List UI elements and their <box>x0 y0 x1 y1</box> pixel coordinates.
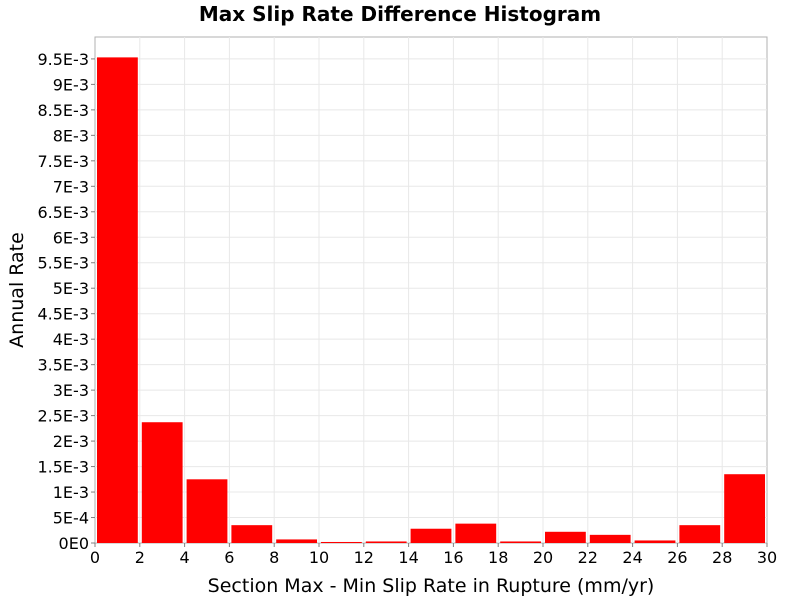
y-tick-label: 3E-3 <box>53 381 89 400</box>
x-tick-label: 2 <box>135 548 145 567</box>
histogram-bar-0-2 <box>97 57 138 543</box>
chart-title: Max Slip Rate Difference Histogram <box>198 2 602 26</box>
x-axis-ticks: 0 2 4 6 8 10 12 14 16 18 20 22 24 26 28 30 <box>90 543 777 567</box>
x-tick-label: 18 <box>488 548 508 567</box>
x-tick-label: 22 <box>578 548 598 567</box>
x-tick-label: 8 <box>269 548 279 567</box>
y-tick-label: 8.5E-3 <box>37 101 89 120</box>
x-tick-label: 26 <box>667 548 687 567</box>
histogram-bar-6-8 <box>231 525 273 543</box>
y-tick-label: 2E-3 <box>53 432 89 451</box>
histogram-bar-10-12 <box>321 541 362 543</box>
y-tick-label: 1E-3 <box>53 483 89 502</box>
x-tick-label: 14 <box>398 548 418 567</box>
histogram-bar-20-22 <box>545 531 586 543</box>
y-tick-label: 9E-3 <box>53 75 89 94</box>
x-tick-label: 30 <box>757 548 777 567</box>
x-tick-label: 0 <box>90 548 100 567</box>
y-tick-label: 6.5E-3 <box>37 203 89 222</box>
histogram-bar-2-4 <box>141 422 183 543</box>
y-tick-label: 7.5E-3 <box>37 152 89 171</box>
histogram-bar-14-16 <box>410 528 452 543</box>
x-axis-label: Section Max - Min Slip Rate in Rupture (… <box>208 575 655 597</box>
y-tick-label: 7E-3 <box>53 177 89 196</box>
histogram-bar-16-18 <box>455 523 497 543</box>
histogram-bar-12-14 <box>365 541 407 543</box>
grid-lines <box>95 37 767 543</box>
y-tick-label: 4.5E-3 <box>37 305 89 324</box>
bars <box>97 57 765 543</box>
histogram-bar-22-24 <box>589 534 631 543</box>
x-tick-label: 6 <box>224 548 234 567</box>
y-tick-label: 5.5E-3 <box>37 254 89 273</box>
x-tick-label: 28 <box>712 548 732 567</box>
x-tick-label: 24 <box>622 548 642 567</box>
x-tick-label: 20 <box>533 548 553 567</box>
y-tick-label: 1.5E-3 <box>37 458 89 477</box>
y-tick-label: 5E-3 <box>53 279 89 298</box>
y-tick-label: 9.5E-3 <box>37 50 89 69</box>
y-tick-label: 3.5E-3 <box>37 356 89 375</box>
x-tick-label: 12 <box>354 548 374 567</box>
histogram-bar-4-6 <box>186 479 228 543</box>
histogram-bar-28-30 <box>724 474 765 543</box>
x-tick-label: 16 <box>443 548 463 567</box>
y-tick-label: 0E0 <box>59 534 89 553</box>
y-tick-label: 2.5E-3 <box>37 407 89 426</box>
y-axis-label: Annual Rate <box>6 232 28 348</box>
y-tick-label: 6E-3 <box>53 228 89 247</box>
histogram-bar-26-28 <box>679 525 721 543</box>
y-tick-label: 4E-3 <box>53 330 89 349</box>
x-tick-label: 10 <box>309 548 329 567</box>
histogram-bar-8-10 <box>276 539 317 543</box>
histogram-bar-18-20 <box>500 541 541 543</box>
y-tick-label: 5E-4 <box>53 509 89 528</box>
plot-area <box>94 36 768 544</box>
x-tick-label: 4 <box>180 548 190 567</box>
y-axis-ticks: 0E0 5E-4 1E-3 1.5E-3 2E-3 2.5E-3 3E-3 3.5E-3 4E-… <box>37 50 95 553</box>
y-tick-label: 8E-3 <box>53 126 89 145</box>
histogram-bar-24-26 <box>634 540 676 543</box>
